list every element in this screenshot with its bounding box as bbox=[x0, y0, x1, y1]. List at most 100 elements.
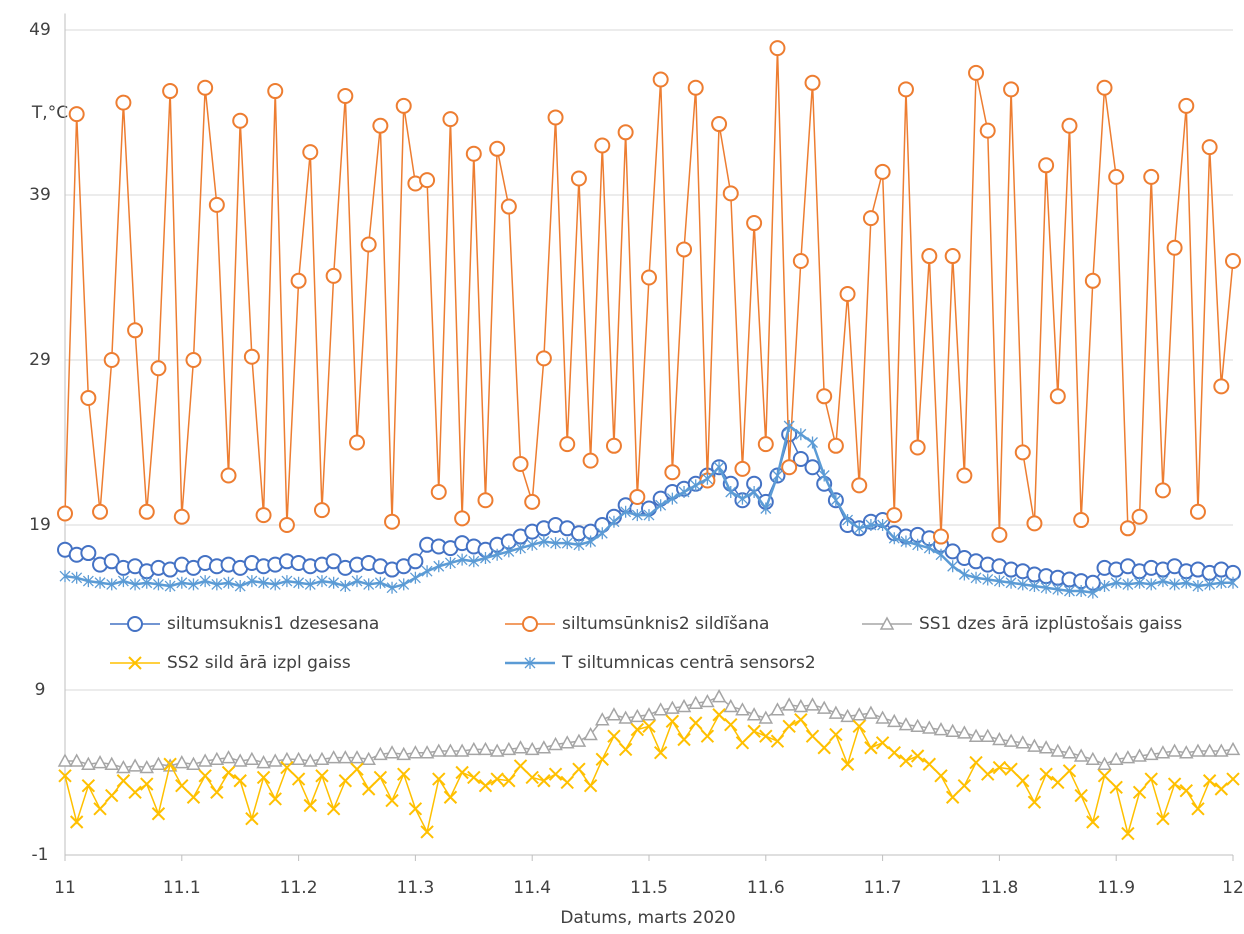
data-point bbox=[386, 581, 398, 594]
data-point bbox=[548, 767, 563, 781]
data-point bbox=[677, 732, 691, 747]
data-point bbox=[373, 746, 388, 761]
data-point bbox=[583, 726, 598, 741]
data-point bbox=[678, 486, 690, 498]
data-point bbox=[140, 777, 154, 791]
data-point bbox=[782, 719, 796, 734]
data-point bbox=[792, 451, 809, 467]
data-point bbox=[258, 576, 270, 589]
data-point bbox=[1073, 512, 1090, 529]
data-point bbox=[842, 514, 854, 527]
data-point bbox=[372, 117, 389, 134]
x-tick-label: 11 bbox=[54, 878, 76, 898]
data-point bbox=[512, 455, 529, 472]
data-point bbox=[313, 502, 330, 519]
data-point bbox=[81, 778, 96, 793]
data-point bbox=[197, 79, 214, 96]
data-point bbox=[864, 741, 878, 755]
data-point bbox=[794, 712, 808, 727]
data-point bbox=[1204, 578, 1216, 591]
data-point bbox=[805, 729, 820, 743]
data-point bbox=[442, 111, 459, 128]
legend-label: SS2 sild ārā izpl gaiss bbox=[167, 653, 351, 673]
data-point bbox=[337, 88, 354, 104]
data-point bbox=[922, 757, 937, 771]
data-point bbox=[875, 736, 890, 750]
data-point bbox=[127, 758, 143, 772]
data-point bbox=[608, 515, 620, 528]
data-point bbox=[865, 519, 877, 531]
data-point bbox=[606, 707, 622, 721]
data-point bbox=[163, 757, 177, 771]
data-point bbox=[934, 769, 948, 783]
data-point bbox=[303, 753, 318, 767]
data-point bbox=[724, 717, 738, 732]
data-point bbox=[537, 774, 551, 788]
data-point bbox=[268, 792, 282, 806]
data-point bbox=[969, 755, 983, 770]
legend-marker bbox=[127, 616, 143, 632]
data-point bbox=[1215, 576, 1227, 589]
data-point bbox=[992, 731, 1007, 746]
data-point bbox=[104, 756, 119, 770]
y-tick-label: 9 bbox=[35, 680, 46, 700]
data-point bbox=[1180, 576, 1192, 589]
data-point bbox=[535, 350, 552, 367]
data-point bbox=[1109, 780, 1123, 795]
data-point bbox=[69, 753, 84, 767]
data-point bbox=[582, 452, 599, 469]
data-point bbox=[1119, 520, 1136, 537]
data-point bbox=[290, 272, 307, 289]
legend-label: SS1 dzes ārā izplūstošais gaiss bbox=[919, 614, 1182, 634]
data-point bbox=[339, 580, 351, 593]
data-point bbox=[81, 756, 96, 770]
data-point bbox=[68, 106, 85, 123]
data-point bbox=[173, 508, 190, 525]
data-point bbox=[725, 486, 737, 498]
data-point bbox=[164, 580, 176, 593]
data-point bbox=[1062, 745, 1077, 759]
data-point bbox=[945, 723, 960, 737]
x-axis-label: Datums, marts 2020 bbox=[560, 908, 735, 928]
data-point bbox=[1049, 388, 1066, 405]
legend-label: siltumsuknis1 dzesesana bbox=[167, 614, 379, 634]
data-point bbox=[1167, 777, 1182, 791]
data-point bbox=[325, 553, 342, 570]
data-point bbox=[1132, 785, 1147, 800]
data-point bbox=[887, 713, 902, 728]
series bbox=[59, 420, 1239, 599]
data-point bbox=[162, 83, 179, 100]
data-point bbox=[103, 352, 120, 368]
data-point bbox=[489, 743, 505, 757]
data-point bbox=[1096, 79, 1113, 96]
data-point bbox=[1039, 767, 1053, 781]
data-point bbox=[687, 79, 704, 96]
data-point bbox=[746, 215, 763, 232]
data-point bbox=[80, 545, 97, 562]
data-point bbox=[594, 137, 611, 154]
data-point bbox=[1132, 748, 1147, 762]
data-point bbox=[1027, 795, 1042, 809]
data-point bbox=[314, 751, 330, 766]
data-point bbox=[723, 698, 739, 713]
data-point bbox=[465, 145, 482, 162]
data-point bbox=[338, 774, 353, 788]
data-point bbox=[1214, 743, 1229, 757]
data-point bbox=[477, 492, 494, 509]
data-point bbox=[480, 552, 491, 564]
data-point bbox=[852, 719, 866, 734]
data-point bbox=[629, 488, 646, 505]
data-point bbox=[666, 492, 678, 505]
data-point bbox=[910, 749, 925, 763]
data-point bbox=[676, 698, 692, 713]
data-point bbox=[711, 689, 727, 703]
data-point bbox=[443, 743, 458, 757]
data-point bbox=[897, 81, 914, 98]
data-point bbox=[769, 40, 786, 57]
data-point bbox=[992, 760, 1007, 775]
data-point bbox=[559, 436, 576, 453]
data-point bbox=[550, 537, 562, 550]
data-point bbox=[840, 708, 855, 723]
data-point bbox=[1016, 774, 1030, 788]
data-point bbox=[1167, 743, 1182, 757]
